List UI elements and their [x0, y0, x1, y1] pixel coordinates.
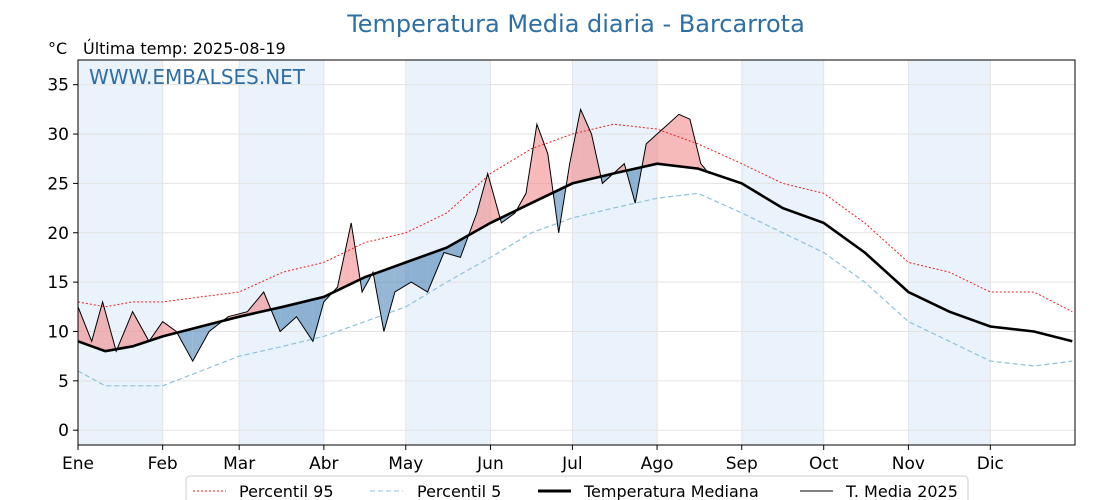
x-tick-label-May: May: [388, 454, 423, 474]
fill-above-12: [247, 291, 264, 315]
fill-above-46: [678, 114, 690, 168]
y-tick-label-30: 30: [47, 125, 69, 145]
fill-below-26: [444, 239, 461, 258]
fill-below-14: [280, 303, 297, 332]
y-tick-label-0: 0: [58, 421, 69, 441]
fill-above-2: [91, 301, 103, 351]
series-line-temperatura-mediana: [77, 162, 1073, 353]
series-line-t-media-2025: [77, 107, 710, 363]
month-shade-Sep: [741, 60, 824, 445]
fill-above-28: [476, 173, 488, 231]
y-tick-label-25: 25: [47, 174, 69, 194]
y-tick-label-5: 5: [58, 372, 69, 392]
x-tick-label-Sep: Sep: [726, 454, 758, 474]
legend-box: [185, 475, 969, 500]
fill-below-22: [383, 266, 395, 332]
fill-above-5a: [132, 311, 149, 347]
y-tick-label-20: 20: [47, 224, 69, 244]
watermark: WWW.EMBALSES.NET: [89, 65, 306, 89]
x-tick-label-Jul: Jul: [561, 454, 583, 474]
x-axis-ticks: Ene Feb Mar Abr May Jun Jul Ago Sep Oct Nov Dic: [62, 445, 1004, 474]
fill-above-37: [580, 109, 592, 182]
month-shading: [78, 60, 991, 445]
chart-title: Temperatura Media diaria - Barcarrota: [346, 10, 805, 38]
legend: Percentil 95 Percentil 5 Temperatura Med…: [185, 475, 969, 500]
fill-below-8b: [177, 328, 193, 362]
x-tick-label-Jun: Jun: [476, 454, 504, 474]
y-tick-label-10: 10: [47, 322, 69, 342]
legend-label-p95: Percentil 95: [239, 482, 334, 500]
fill-below-9: [192, 324, 210, 362]
x-tick-label-Nov: Nov: [892, 454, 925, 474]
x-tick-label-Dic: Dic: [977, 454, 1004, 474]
legend-label-p5: Percentil 5: [417, 482, 501, 500]
fill-above-44: [657, 124, 669, 165]
month-shade-Jul: [572, 60, 658, 445]
plot-frame: [77, 59, 1076, 446]
month-shade-Nov: [908, 60, 991, 445]
month-shade-Mar: [239, 60, 324, 445]
legend-label-median: Temperatura Mediana: [583, 482, 759, 500]
y-axis-ticks: 0 5 10 15 20 25 30 35: [47, 76, 78, 441]
fill-below-24: [411, 254, 428, 292]
x-tick-label-Oct: Oct: [809, 454, 839, 474]
fill-above-45: [668, 114, 679, 167]
last-temp-label: Última temp: 2025-08-19: [83, 39, 286, 58]
x-tick-label-Ene: Ene: [62, 454, 94, 474]
series-lines: [77, 107, 1073, 387]
fill-above-36: [569, 109, 581, 185]
x-tick-label-Ago: Ago: [641, 454, 674, 474]
series-line-percentil-5: [77, 192, 1073, 387]
month-shade-Ene: [78, 60, 163, 445]
x-tick-label-Abr: Abr: [309, 454, 338, 474]
y-tick-label-15: 15: [47, 273, 69, 293]
fill-below-15: [296, 299, 313, 342]
y-tick-label-35: 35: [47, 76, 69, 96]
fill-above-33: [536, 124, 548, 201]
x-tick-label-Mar: Mar: [223, 454, 255, 474]
unit-label: °C: [48, 39, 67, 58]
legend-label-current: T. Media 2025: [845, 482, 958, 500]
series-line-percentil-95: [77, 123, 1073, 313]
x-tick-label-Feb: Feb: [148, 454, 178, 474]
